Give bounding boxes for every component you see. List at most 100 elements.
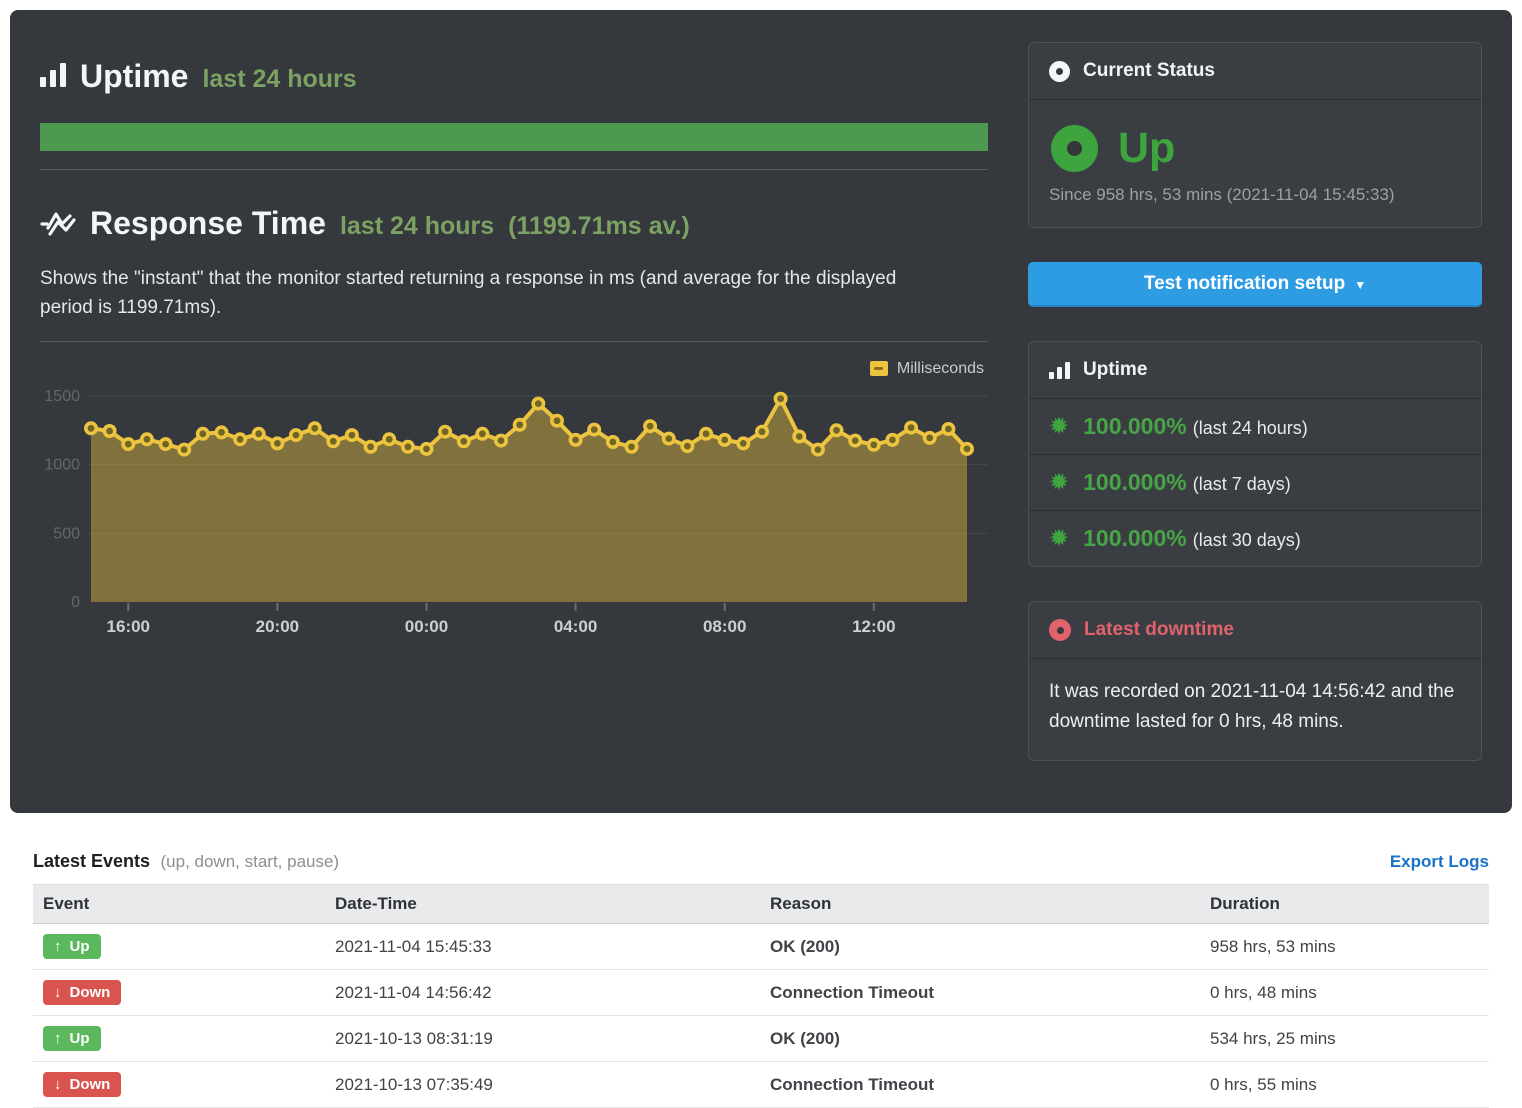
- svg-text:20:00: 20:00: [256, 617, 299, 636]
- response-time-average: (1199.71ms av.): [508, 212, 690, 240]
- bar-chart-icon: [40, 63, 66, 87]
- column-header-event: Event: [33, 884, 325, 924]
- latest-downtime-panel: Latest downtime It was recorded on 2021-…: [1028, 601, 1482, 761]
- event-status-badge: ↑ Up: [43, 1026, 101, 1051]
- current-status-panel: Current Status Up Since 958 hrs, 53 mins…: [1028, 42, 1482, 228]
- event-status-label: Down: [69, 1076, 111, 1093]
- line-chart-icon: [40, 208, 76, 243]
- event-direction-icon: ↑: [54, 938, 62, 955]
- event-datetime: 2021-10-13 08:31:19: [325, 1015, 760, 1062]
- status-value: Up: [1118, 124, 1176, 172]
- event-status-badge: ↑ Up: [43, 934, 101, 959]
- chevron-down-icon: ▼: [1354, 277, 1367, 292]
- svg-text:1000: 1000: [44, 457, 80, 474]
- svg-text:00:00: 00:00: [405, 617, 448, 636]
- event-reason: Connection Timeout: [760, 1061, 1200, 1108]
- uptime-stat-row: ✹ 100.000% (last 7 days): [1029, 455, 1481, 511]
- uptime-period: (last 30 days): [1192, 530, 1301, 550]
- legend-swatch-milliseconds: [869, 361, 888, 377]
- uptime-stats-header: Uptime: [1029, 342, 1481, 399]
- uptime-progress-bar: [40, 123, 988, 151]
- current-status-body: Up Since 958 hrs, 53 mins (2021-11-04 15…: [1029, 100, 1481, 227]
- svg-text:08:00: 08:00: [703, 617, 746, 636]
- event-row: ↓ Down 2021-10-13 07:35:49 Connection Tim…: [33, 1061, 1489, 1108]
- events-table-header-row: Event Date-Time Reason Duration: [33, 884, 1489, 924]
- uptime-stats-rows: ✹ 100.000% (last 24 hours) ✹ 100.000% (las…: [1029, 399, 1481, 566]
- section-divider: [40, 169, 988, 170]
- event-row: ↓ Down 2021-11-04 14:56:42 Connection Tim…: [33, 969, 1489, 1016]
- response-time-subtitle: last 24 hours: [339, 212, 495, 240]
- event-datetime: 2021-11-04 14:56:42: [325, 969, 760, 1016]
- event-direction-icon: ↓: [54, 1076, 62, 1093]
- event-duration: 534 hrs, 25 mins: [1200, 1015, 1489, 1062]
- event-duration: 0 hrs, 55 mins: [1200, 1061, 1489, 1108]
- uptime-stats-title: Uptime: [1083, 359, 1148, 380]
- uptime-stat-row: ✹ 100.000% (last 24 hours): [1029, 399, 1481, 455]
- event-datetime: 2021-10-13 07:35:49: [325, 1061, 760, 1108]
- events-table-body: ↑ Up 2021-11-04 15:45:33 OK (200) 958 hrs…: [33, 923, 1489, 1108]
- event-status-badge: ↓ Down: [43, 980, 122, 1005]
- sidebar: Current Status Up Since 958 hrs, 53 mins…: [1028, 40, 1482, 783]
- event-reason: Connection Timeout: [760, 969, 1200, 1016]
- uptime-section-header: Uptime last 24 hours: [40, 58, 988, 95]
- events-table: Event Date-Time Reason Duration ↑ Up 2021…: [33, 884, 1489, 1108]
- burst-icon: ✹: [1049, 524, 1070, 552]
- column-header-duration: Duration: [1200, 884, 1489, 924]
- latest-downtime-header: Latest downtime: [1029, 602, 1481, 659]
- export-logs-link[interactable]: Export Logs: [1389, 852, 1489, 871]
- column-header-datetime: Date-Time: [325, 884, 760, 924]
- event-direction-icon: ↑: [54, 1030, 62, 1047]
- svg-text:04:00: 04:00: [554, 617, 597, 636]
- column-header-reason: Reason: [760, 884, 1200, 924]
- uptime-title: Uptime: [80, 58, 189, 94]
- event-status-badge: ↓ Down: [43, 1072, 122, 1097]
- latest-downtime-text: It was recorded on 2021-11-04 14:56:42 a…: [1049, 681, 1455, 733]
- event-duration: 958 hrs, 53 mins: [1200, 923, 1489, 970]
- current-status-header: Current Status: [1029, 43, 1481, 100]
- bar-chart-icon: [1049, 361, 1070, 379]
- response-time-chart: 0 500 1000 1500 16:00 20:00 00:00 04:00 08:00 12:…: [44, 388, 988, 636]
- status-since-text: Since 958 hrs, 53 mins (2021-11-04 15:45…: [1049, 185, 1395, 204]
- status-dot-icon: [1049, 60, 1070, 82]
- latest-events-section: Latest Events (up, down, start, pause) E…: [0, 851, 1522, 1108]
- latest-events-title: Latest Events: [33, 851, 151, 871]
- chart-legend: Milliseconds: [40, 360, 984, 378]
- burst-icon: ✹: [1049, 468, 1070, 496]
- event-direction-icon: ↓: [54, 984, 62, 1001]
- uptime-percentage: 100.000%: [1083, 469, 1187, 495]
- uptime-period: (last 24 hours): [1192, 418, 1308, 438]
- uptime-stats-panel: Uptime ✹ 100.000% (last 24 hours) ✹ 100.0…: [1028, 341, 1482, 567]
- event-status-label: Up: [69, 938, 90, 955]
- up-status-icon: [1051, 125, 1098, 172]
- uptime-percentage: 100.000%: [1083, 525, 1187, 551]
- test-notification-label: Test notification setup: [1143, 272, 1346, 294]
- latest-downtime-title: Latest downtime: [1084, 619, 1234, 640]
- test-notification-setup-button[interactable]: Test notification setup ▼: [1028, 262, 1482, 307]
- downtime-dot-icon: [1049, 619, 1071, 641]
- response-time-description: Shows the "instant" that the monitor sta…: [40, 268, 897, 319]
- current-status-title: Current Status: [1083, 60, 1215, 81]
- monitor-dashboard-panel: Uptime last 24 hours Response Time last …: [10, 10, 1512, 813]
- event-duration: 0 hrs, 48 mins: [1200, 969, 1489, 1016]
- response-time-section-header: Response Time last 24 hours (1199.71ms a…: [40, 204, 988, 242]
- event-row: ↑ Up 2021-10-13 08:31:19 OK (200) 534 hrs…: [33, 1015, 1489, 1062]
- svg-text:12:00: 12:00: [852, 617, 895, 636]
- legend-label: Milliseconds: [896, 359, 984, 377]
- uptime-percentage: 100.000%: [1083, 413, 1187, 439]
- main-column: Uptime last 24 hours Response Time last …: [40, 40, 988, 783]
- response-time-chart-area: 0 500 1000 1500 16:00 20:00 00:00 04:00 08:00 12:…: [40, 382, 988, 643]
- section-divider: [40, 340, 988, 342]
- uptime-stat-row: ✹ 100.000% (last 30 days): [1029, 511, 1481, 566]
- event-status-label: Down: [69, 984, 111, 1001]
- svg-text:1500: 1500: [44, 388, 80, 405]
- event-reason: OK (200): [760, 1015, 1200, 1062]
- svg-text:500: 500: [53, 525, 80, 542]
- event-reason: OK (200): [760, 923, 1200, 970]
- svg-text:16:00: 16:00: [107, 617, 150, 636]
- burst-icon: ✹: [1049, 412, 1070, 440]
- uptime-subtitle: last 24 hours: [202, 65, 357, 93]
- latest-events-subtitle: (up, down, start, pause): [160, 852, 340, 871]
- event-datetime: 2021-11-04 15:45:33: [325, 923, 760, 970]
- svg-text:0: 0: [71, 594, 80, 611]
- uptime-period: (last 7 days): [1192, 474, 1291, 494]
